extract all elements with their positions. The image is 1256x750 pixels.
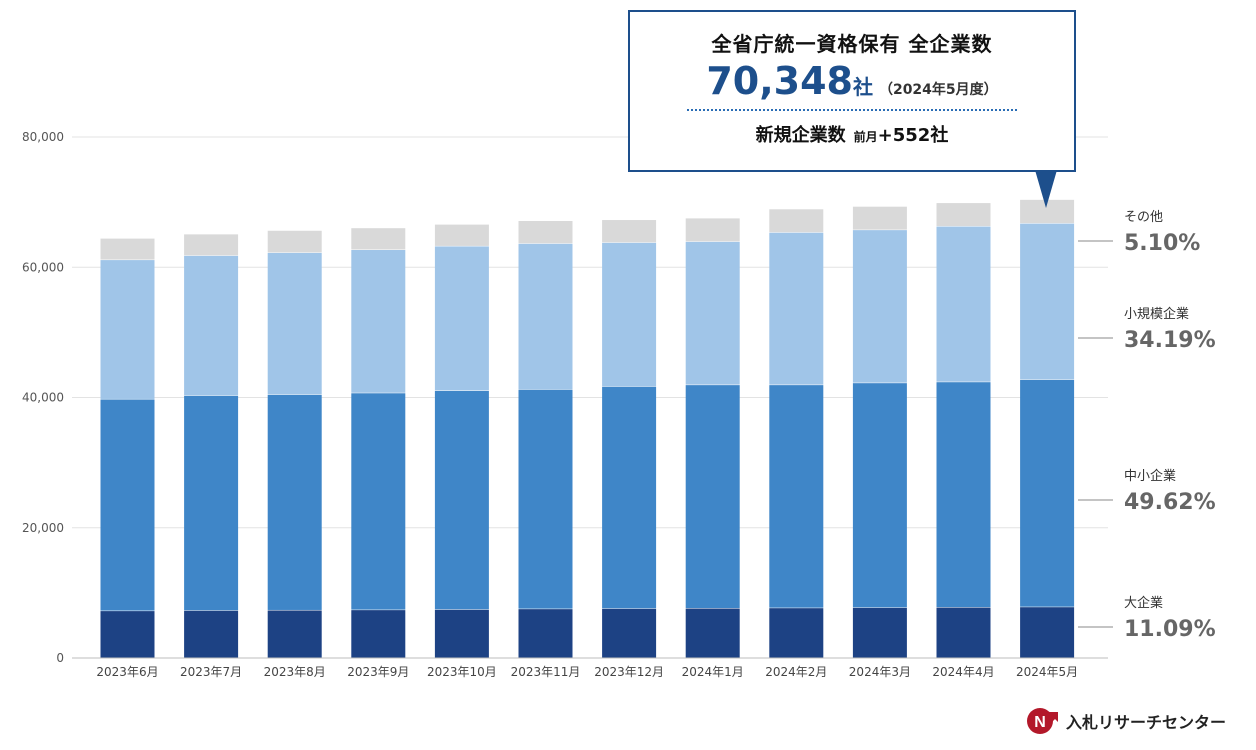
new-companies-line: 新規企業数 前月+552社 — [630, 121, 1074, 147]
x-axis-ticks: 2023年6月 2023年7月 2023年8月 2023年9月 2023年10月 2023… — [96, 665, 1078, 679]
x-tick-label: 2024年5月 — [1016, 665, 1078, 679]
x-tick-label: 2024年3月 — [849, 665, 911, 679]
x-tick-label: 2023年6月 — [96, 665, 158, 679]
bar-segment — [351, 249, 406, 393]
bar-segment — [769, 232, 824, 385]
bar-segment — [852, 206, 907, 230]
bars — [100, 199, 1075, 658]
bar-segment — [602, 608, 657, 658]
y-tick-label: 80,000 — [22, 130, 64, 144]
bar-segment — [852, 383, 907, 608]
x-tick-label: 2023年11月 — [511, 665, 581, 679]
bar-segment — [518, 389, 573, 609]
y-tick-label: 40,000 — [22, 391, 64, 405]
callout-divider — [687, 109, 1017, 111]
bar-segment — [518, 609, 573, 658]
bar-segment — [685, 608, 740, 658]
bar-segment — [100, 611, 155, 658]
grid-lines — [72, 136, 1108, 659]
share-name: 大企業 — [1124, 595, 1163, 611]
bar-segment — [769, 385, 824, 608]
bar-segment — [184, 255, 239, 396]
bar-segment — [100, 399, 155, 611]
bar-segment — [184, 610, 239, 658]
bar-segment — [434, 390, 489, 610]
bar-segment — [602, 220, 657, 243]
bar-segment — [434, 246, 489, 391]
bar-segment — [769, 209, 824, 233]
bar-segment — [936, 382, 991, 608]
x-tick-label: 2024年1月 — [682, 665, 744, 679]
bar-segment — [936, 203, 991, 227]
bar-segment — [267, 230, 322, 253]
callout-main: 70,348社 （2024年5月度） — [630, 59, 1074, 103]
share-percent: 11.09% — [1124, 617, 1216, 642]
share-name: その他 — [1124, 210, 1163, 225]
callout-period: （2024年5月度） — [878, 82, 998, 98]
bar-segment — [184, 395, 239, 611]
bar-segment — [351, 393, 406, 610]
x-tick-label: 2023年10月 — [427, 665, 497, 679]
bar-segment — [936, 226, 991, 382]
bar-segment — [1020, 223, 1075, 380]
x-tick-label: 2023年7月 — [180, 665, 242, 679]
bar-segment — [1020, 379, 1075, 607]
bar-segment — [434, 224, 489, 246]
share-name: 中小企業 — [1124, 468, 1176, 484]
bar-segment — [184, 234, 239, 256]
bar-segment — [685, 241, 740, 385]
bar-segment — [1020, 199, 1075, 224]
bar-segment — [518, 243, 573, 390]
new-companies-label: 新規企業数 — [755, 125, 846, 146]
new-companies-delta: +552社 — [877, 125, 949, 146]
bar-segment — [351, 610, 406, 658]
bar-segment — [769, 608, 824, 658]
share-percent: 34.19% — [1124, 328, 1216, 353]
bar-segment — [1020, 607, 1075, 658]
x-tick-label: 2023年12月 — [594, 665, 664, 679]
x-tick-label: 2024年4月 — [932, 665, 994, 679]
bar-segment — [685, 385, 740, 609]
bar-segment — [100, 260, 155, 399]
y-tick-label: 60,000 — [22, 260, 64, 274]
nyusatsu-logo-icon: N — [1027, 708, 1058, 734]
share-percent: 5.10% — [1124, 231, 1200, 256]
bar-segment — [351, 228, 406, 250]
y-axis-ticks: 0 20,000 40,000 60,000 80,000 — [22, 130, 64, 665]
share-labels: その他 5.10% 小規模企業 34.19% 中小企業 49.62% 大企業 11.09% — [1078, 210, 1216, 642]
summary-callout: 全省庁統一資格保有 全企業数 70,348社 （2024年5月度） 新規企業数 前月… — [628, 10, 1076, 172]
bar-segment — [267, 252, 322, 395]
bar-segment — [602, 242, 657, 387]
y-tick-label: 0 — [56, 651, 64, 665]
bar-segment — [518, 221, 573, 244]
total-companies-unit: 社 — [852, 75, 873, 99]
bar-segment — [267, 610, 322, 658]
callout-title: 全省庁統一資格保有 全企業数 — [711, 32, 993, 56]
bar-segment — [936, 607, 991, 658]
bar-segment — [685, 218, 740, 242]
x-tick-label: 2023年8月 — [264, 665, 326, 679]
bar-segment — [434, 609, 489, 658]
bar-segment — [852, 230, 907, 383]
share-percent: 49.62% — [1124, 490, 1216, 515]
y-tick-label: 20,000 — [22, 521, 64, 535]
svg-text:N: N — [1034, 714, 1046, 731]
bar-segment — [267, 394, 322, 610]
bar-segment — [852, 607, 907, 658]
x-tick-label: 2023年9月 — [347, 665, 409, 679]
total-companies-value: 70,348 — [706, 59, 853, 103]
bar-segment — [100, 238, 155, 260]
brand-logo: N 入札リサーチセンター — [1026, 706, 1226, 736]
brand-name: 入札リサーチセンター — [1066, 713, 1227, 732]
new-companies-sub: 前月 — [853, 130, 878, 144]
bar-segment — [602, 386, 657, 609]
callout-pointer — [1035, 170, 1057, 208]
share-name: 小規模企業 — [1124, 306, 1189, 322]
x-tick-label: 2024年2月 — [765, 665, 827, 679]
